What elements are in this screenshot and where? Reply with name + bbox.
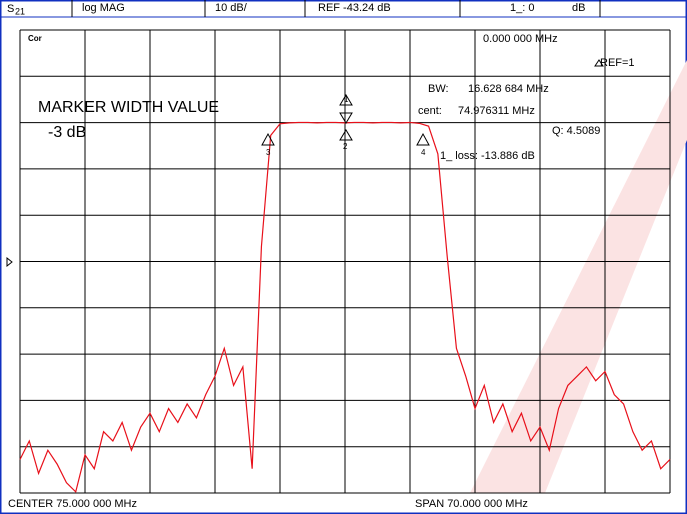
- center-label: CENTER 75.000 000 MHz: [8, 498, 137, 510]
- q-value: Q: 4.5089: [552, 125, 600, 137]
- bw-value: 16.628 684 MHz: [468, 83, 549, 95]
- marker-value: 1_: 0: [510, 2, 534, 14]
- annotation-title: MARKER WIDTH VALUE: [38, 99, 219, 116]
- cent-label: cent:: [418, 105, 442, 117]
- ref-marker: REF=1: [600, 57, 635, 69]
- param: S: [7, 3, 14, 15]
- trace: [19, 121, 671, 494]
- marker-unit: dB: [572, 2, 585, 14]
- marker-label: 1: [344, 95, 349, 104]
- ref-pointer: [6, 256, 13, 268]
- marker-label: 4: [421, 148, 426, 157]
- marker-label: 2: [343, 142, 348, 151]
- marker-symbols: [261, 59, 604, 146]
- marker-stimulus: 0.000 000 MHz: [483, 33, 558, 45]
- ref: REF -43.24 dB: [318, 2, 391, 14]
- param-sub: 21: [15, 6, 25, 16]
- bw-label: BW:: [428, 83, 449, 95]
- status-icon: Cor: [28, 34, 42, 43]
- scale: 10 dB/: [215, 2, 248, 14]
- format: log MAG: [82, 2, 125, 14]
- header-separators: [71, 0, 601, 17]
- annotation-value: -3 dB: [48, 124, 86, 141]
- loss-value: 1_ loss: -13.886 dB: [440, 150, 535, 162]
- marker-label: 3: [266, 148, 271, 157]
- cent-value: 74.976311 MHz: [458, 105, 535, 117]
- span-label: SPAN 70.000 000 MHz: [415, 498, 528, 510]
- watermark: [470, 60, 687, 493]
